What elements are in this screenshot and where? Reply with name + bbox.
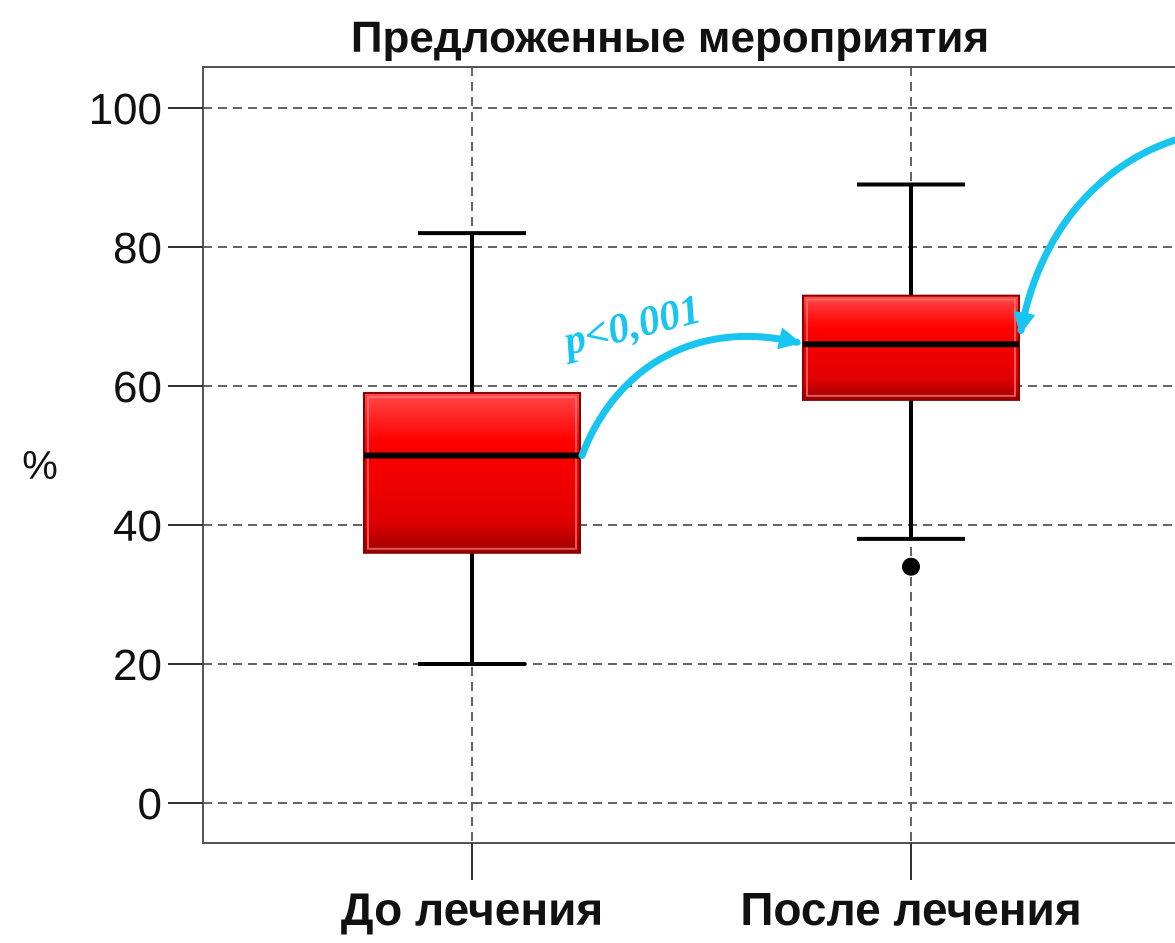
y-tick-label-80: 80 [113,224,162,273]
y-axis-label: % [22,444,58,488]
box-group-0 [363,231,581,666]
plot-area-frame [202,66,1175,844]
y-axis: 0 20 40 60 80 100 [89,85,203,829]
significance-arrow [578,327,802,459]
y-tick-label-0: 0 [138,780,162,829]
box-bevel-0 [367,395,577,550]
box-bevel-1 [806,298,1016,397]
box-0 [363,391,581,554]
side-arrow [1013,136,1175,335]
y-tick-label-60: 60 [113,363,162,412]
x-axis-categories: До лечения После лечения [341,843,1082,935]
outlier-point-1-0 [902,557,920,576]
boxes-layer [363,182,1020,666]
box-group-1 [802,182,1020,576]
p-value-label: p<0,001 [556,286,705,365]
y-tick-label-40: 40 [113,502,162,551]
grid-lines [203,67,1175,843]
category-label-0: До лечения [341,883,603,935]
category-label-1: После лечения [740,883,1081,935]
box-1 [802,294,1020,401]
chart-title: Предложенные мероприятия [351,13,989,62]
y-tick-label-20: 20 [113,641,162,690]
y-tick-label-100: 100 [89,85,162,134]
